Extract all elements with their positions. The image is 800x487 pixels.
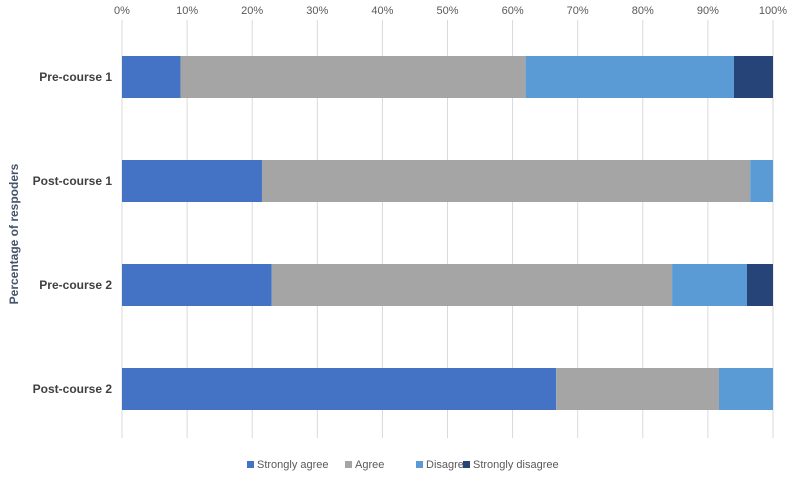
- bar-segment: [122, 264, 272, 306]
- y-axis-title: Percentage of respoders: [7, 163, 21, 304]
- bar-segment: [261, 160, 751, 202]
- category-labels: Pre-course 1 Post-course 1 Pre-course 2 Pos…: [33, 70, 113, 396]
- legend-swatch: [247, 461, 254, 468]
- legend-label: Strongly agree: [257, 459, 329, 471]
- x-tick-label: 70%: [567, 5, 589, 17]
- bar-segment: [122, 56, 181, 98]
- bar-segment: [525, 56, 734, 98]
- x-tick-label: 90%: [697, 5, 719, 17]
- bar-segment: [733, 56, 773, 98]
- x-tick-label: 10%: [176, 5, 198, 17]
- bar-segment: [271, 264, 673, 306]
- bars: [122, 56, 773, 410]
- legend: Strongly agree Agree Disagree Strongly disa…: [247, 459, 559, 471]
- category-label: Post-course 2: [33, 382, 113, 396]
- x-axis-ticks: 0% 10% 20% 30% 40% 50% 60% 70% 80% 90% 100%: [114, 5, 787, 17]
- bar-segment: [672, 264, 747, 306]
- legend-swatch: [463, 461, 470, 468]
- legend-swatch: [416, 461, 423, 468]
- x-tick-label: 40%: [371, 5, 393, 17]
- bar-segment: [746, 264, 773, 306]
- legend-label: Agree: [355, 459, 384, 471]
- x-tick-label: 100%: [759, 5, 787, 17]
- x-tick-label: 80%: [632, 5, 654, 17]
- bar-segment: [556, 368, 719, 410]
- x-tick-label: 20%: [241, 5, 263, 17]
- legend-label: Disagree: [426, 459, 470, 471]
- bar-segment: [122, 368, 557, 410]
- x-tick-label: 30%: [306, 5, 328, 17]
- bar-segment: [718, 368, 773, 410]
- category-label: Pre-course 2: [39, 278, 112, 292]
- x-tick-label: 0%: [114, 5, 130, 17]
- x-tick-label: 60%: [502, 5, 524, 17]
- legend-swatch: [345, 461, 352, 468]
- x-tick-label: 50%: [436, 5, 458, 17]
- bar-segment: [180, 56, 526, 98]
- legend-label: Strongly disagree: [473, 459, 559, 471]
- bar-segment: [750, 160, 773, 202]
- category-label: Post-course 1: [33, 174, 113, 188]
- bar-segment: [122, 160, 262, 202]
- category-label: Pre-course 1: [39, 70, 112, 84]
